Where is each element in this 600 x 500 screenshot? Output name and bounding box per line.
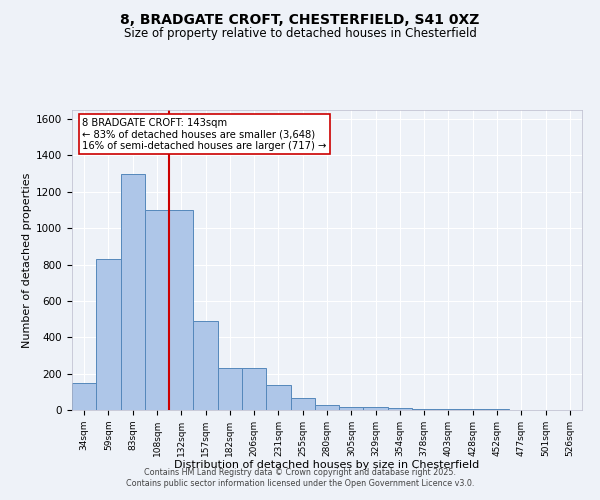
- Bar: [96, 259, 121, 410]
- Bar: [290, 398, 315, 410]
- Text: 8 BRADGATE CROFT: 143sqm
← 83% of detached houses are smaller (3,648)
16% of sem: 8 BRADGATE CROFT: 143sqm ← 83% of detach…: [82, 118, 326, 150]
- Bar: [145, 210, 169, 410]
- X-axis label: Distribution of detached houses by size in Chesterfield: Distribution of detached houses by size …: [175, 460, 479, 470]
- Bar: [193, 321, 218, 410]
- Y-axis label: Number of detached properties: Number of detached properties: [22, 172, 32, 348]
- Text: Contains HM Land Registry data © Crown copyright and database right 2025.
Contai: Contains HM Land Registry data © Crown c…: [126, 468, 474, 487]
- Bar: [388, 408, 412, 410]
- Bar: [121, 174, 145, 410]
- Bar: [72, 382, 96, 410]
- Text: 8, BRADGATE CROFT, CHESTERFIELD, S41 0XZ: 8, BRADGATE CROFT, CHESTERFIELD, S41 0XZ: [121, 12, 479, 26]
- Bar: [218, 368, 242, 410]
- Bar: [339, 408, 364, 410]
- Bar: [436, 409, 461, 410]
- Bar: [266, 384, 290, 410]
- Bar: [461, 409, 485, 410]
- Text: Size of property relative to detached houses in Chesterfield: Size of property relative to detached ho…: [124, 28, 476, 40]
- Bar: [169, 210, 193, 410]
- Bar: [412, 409, 436, 410]
- Bar: [315, 404, 339, 410]
- Bar: [364, 408, 388, 410]
- Bar: [242, 368, 266, 410]
